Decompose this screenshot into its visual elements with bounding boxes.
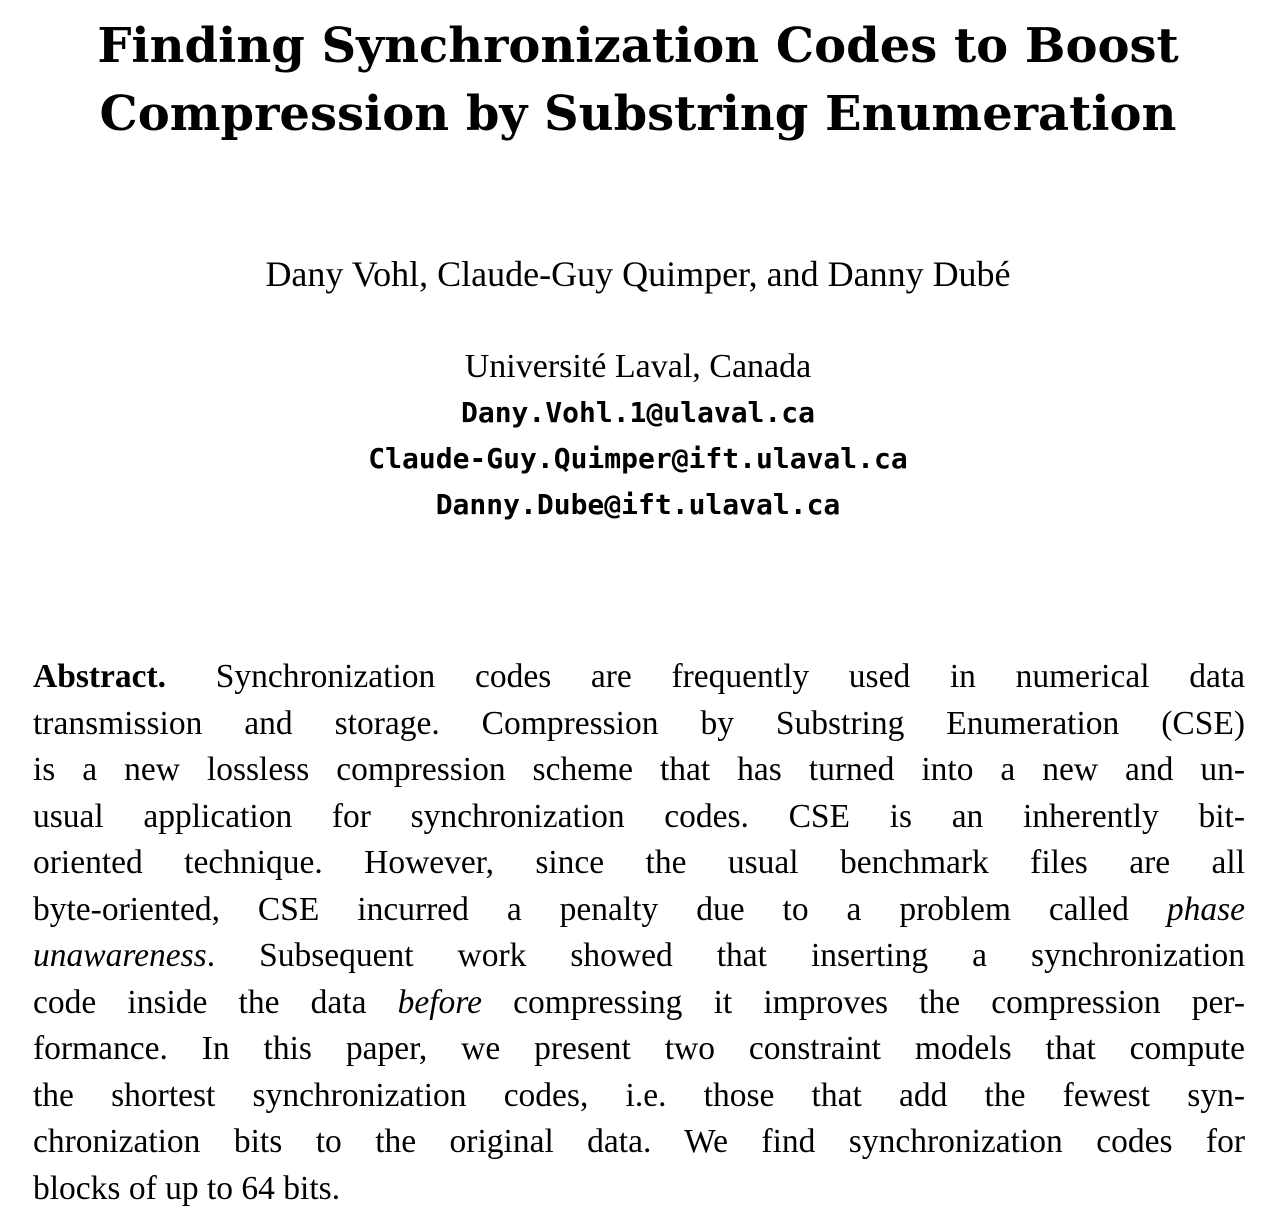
abstract-line: formance. In this paper, we present two …: [33, 1030, 1245, 1067]
abstract-line: code inside the data before compressing …: [33, 983, 1245, 1021]
abstract-line: blocks of up to 64 bits.: [33, 1169, 341, 1207]
abstract-line: transmission and storage. Compression by…: [33, 704, 1245, 742]
abstract-line: unawareness. Subsequent work showed that…: [33, 937, 1245, 974]
abstract: Abstract. Synchronization codes are freq…: [33, 654, 1245, 1212]
abstract-line: the shortest synchronization codes, i.e.…: [33, 1076, 1245, 1114]
affiliation: Université Laval, Canada: [464, 348, 812, 385]
paper-title: Finding Synchronization Codes to Boost C…: [0, 12, 1276, 148]
abstract-line: oriented technique. However, since the u…: [33, 844, 1245, 881]
abstract-line: is a new lossless compression scheme tha…: [33, 751, 1245, 788]
abstract-line: byte-oriented, CSE incurred a penalty du…: [33, 890, 1246, 928]
emphasis-before: before: [397, 983, 482, 1021]
email-dube: Danny.Dube@ift.ulaval.ca: [435, 488, 841, 521]
abstract-line: chronization bits to the original data. …: [33, 1123, 1245, 1160]
email-quimper: Claude-Guy.Quimper@ift.ulaval.ca: [368, 442, 908, 475]
abstract-line: Abstract. Synchronization codes are freq…: [33, 658, 1245, 695]
author-list: Dany Vohl, Claude-Guy Quimper, and Danny…: [265, 254, 1011, 294]
paper-title-line-2: Compression by Substring Enumeration: [99, 86, 1177, 142]
emphasis-unawareness: unawareness: [33, 937, 207, 974]
abstract-line: usual application for synchronization co…: [33, 797, 1245, 835]
email-vohl: Dany.Vohl.1@ulaval.ca: [460, 396, 815, 429]
abstract-label: Abstract.: [33, 658, 167, 695]
paper-title-line-1: Finding Synchronization Codes to Boost: [97, 18, 1179, 74]
emphasis-phase: phase: [1166, 890, 1246, 928]
